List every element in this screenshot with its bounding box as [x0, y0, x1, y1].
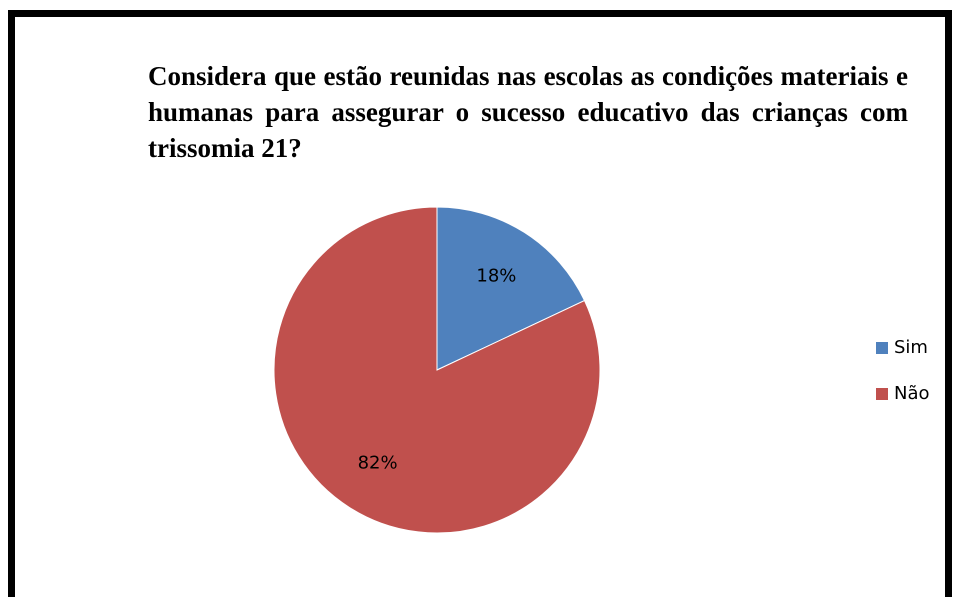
data-label: 82% [358, 453, 398, 474]
chart-title: Considera que estão reunidas nas escolas… [148, 61, 908, 163]
legend-swatch [876, 342, 888, 354]
legend-label: Sim [894, 337, 928, 358]
data-label: 18% [476, 265, 516, 286]
legend-swatch [876, 388, 888, 400]
chart: 18% 82% Sim Não [273, 206, 930, 534]
page: 18% 82% Sim Não Considera que estão reunida… [8, 10, 952, 597]
pie-slice [436, 206, 586, 371]
legend-label: Não [894, 383, 930, 404]
chart-frame [8, 10, 952, 597]
pie-slice [273, 206, 601, 534]
